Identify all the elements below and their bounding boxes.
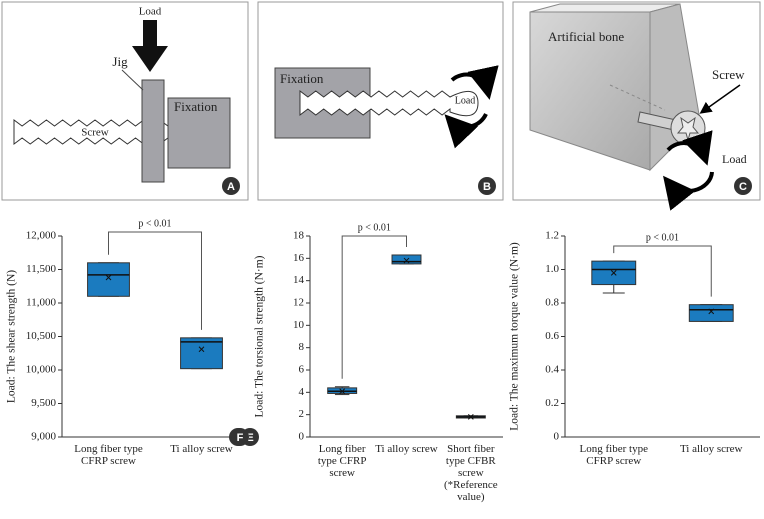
label: Screw [81,127,109,139]
y-tick-label: 6 [299,364,305,376]
hidden-edge [609,84,666,111]
box [688,304,734,322]
panel-badge [734,177,752,195]
mean-marker [403,257,410,264]
x-label-box: Ti alloy screw [375,443,438,455]
box-chart: 0 0.2 0.4 0.6 0.8 1.0 1.2 Load: The maximum tor… [231,230,760,467]
x-label-box: Long fiber type CFRP screw [74,443,143,467]
panel-c: Artificial bone Screw Load C [512,1,761,211]
y-tick-label: 4 [299,386,305,398]
box [180,337,223,370]
box [87,262,130,297]
label: Fixation [174,99,218,114]
mean-marker [105,274,112,281]
panel-label: A [227,181,235,193]
load-arrow [132,20,168,72]
y-tick-label: 9,000 [31,431,56,443]
y-tick-label: 12,000 [26,230,57,242]
panel-label: C [739,181,747,193]
label: Fixation [280,71,324,86]
y-tick-label: 1.0 [545,263,559,275]
mean-marker [708,308,715,315]
mean-marker [467,414,474,420]
x-label-box: Long fiber type CFRP screw [317,443,367,479]
significance-label: p < 0.01 [646,232,679,243]
significance-label: p < 0.01 [358,222,391,233]
x-tick-label: Ti alloy screw [679,443,743,455]
y-tick-label: 10,500 [26,330,57,342]
y-tick-label: 1.2 [545,230,559,242]
label: Screw [712,67,745,82]
x-tick-label: Ti alloy screw [375,443,438,455]
x-label-box: Ti alloy screw [170,443,233,455]
x-tick-label: Long fiber type CFRP screw [74,443,143,467]
y-tick-label: 0.6 [545,330,559,342]
y-tick-label: 18 [293,230,305,242]
panel-badge [478,177,496,195]
y-tick-label: 14 [293,274,305,286]
y-axis-label: Load: The shear strength (N) [6,270,18,403]
significance-bracket [341,235,407,379]
fixation [167,97,231,169]
panel-badge [231,428,249,446]
label: Load [139,6,162,18]
y-tick-label: 0 [554,431,560,443]
rotation-arrow [444,113,488,149]
y-tick-label: 0.8 [545,297,559,309]
y-tick-label: 8 [299,341,305,353]
label: Load [455,95,476,106]
y-axis-label: Load: The maximum torque value (N·m) [509,242,521,431]
rotation-arrow [450,65,499,100]
x-tick-label: Long fiber type CFRP screw [579,443,648,467]
panel-label: F [237,432,244,444]
y-axis-label: Load: The torsional strength (N·m) [254,255,266,417]
rotation-arrow [666,130,713,166]
significance-bracket [613,245,712,297]
box-chart: 9,000 9,500 10,000 10,500 11,000 11,500 12,000… [6,218,248,467]
box [391,254,422,265]
rotation-arrow [663,171,714,211]
y-tick-label: 10 [293,319,305,331]
x-label-box: Long fiber type CFRP screw [579,443,648,467]
panel-b: Fixation Load B [257,1,504,201]
y-tick-label: 16 [293,252,305,264]
y-tick-label: 12 [293,297,304,309]
x-tick-label: Short fiber type CFBR screw (*Reference … [443,443,498,503]
box-chart: 0 2 4 6 8 10 12 14 16 18 Load: The torsional stren… [241,222,503,503]
leader [699,84,741,114]
y-tick-label: 11,000 [26,297,56,309]
y-tick-label: 0 [299,431,305,443]
leader [121,69,144,91]
panel-badge [222,177,240,195]
significance-label: p < 0.01 [138,218,171,229]
mean-marker [198,346,205,353]
y-tick-label: 0.2 [545,397,559,409]
label: Artificial bone [548,29,624,44]
y-tick-label: 11,500 [26,263,56,275]
x-tick-label: Long fiber type CFRP screw [317,443,367,479]
panel-label: E [246,432,253,444]
mean-marker [610,269,617,276]
mean-marker [339,388,346,395]
y-tick-label: 10,000 [26,364,57,376]
panel-a: Load Jig Fixation Screw A [1,1,249,201]
y-tick-label: 9,500 [31,397,56,409]
jig [141,79,165,183]
label: Jig [112,54,128,69]
y-tick-label: 0.4 [545,364,559,376]
screw-shape [299,89,479,117]
x-tick-label: Ti alloy screw [170,443,233,455]
label: Load [722,152,747,166]
x-label-box: Ti alloy screw [679,443,743,455]
y-tick-label: 2 [299,408,305,420]
significance-bracket [108,231,202,330]
x-label-box: Short fiber type CFBR screw (*Reference … [443,443,498,503]
panel-label: B [483,181,491,193]
